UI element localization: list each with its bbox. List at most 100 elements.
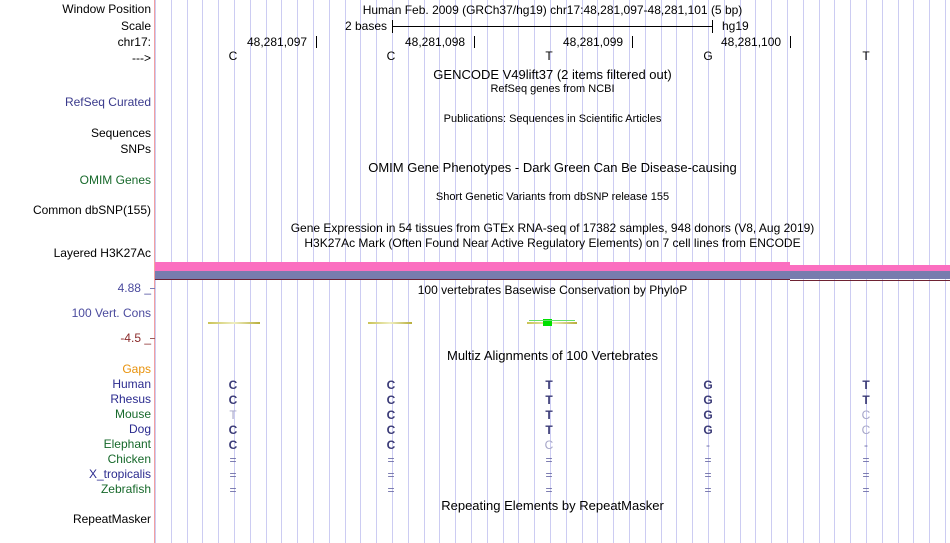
multiz-gap: = (545, 468, 553, 482)
scale-bar (392, 18, 714, 34)
h3k27ac-baseline (155, 279, 790, 280)
label-species-dog[interactable]: Dog (128, 422, 151, 436)
track-label-column: Window Position Scale chr17: ---> RefSeq… (0, 0, 154, 543)
multiz-base: C (544, 438, 554, 452)
multiz-gap: = (862, 468, 870, 482)
track-title-publications: Publications: Sequences in Scientific Ar… (443, 113, 662, 125)
multiz-base: C (386, 378, 396, 392)
multiz-base: G (703, 423, 713, 437)
multiz-base: C (386, 408, 396, 422)
multiz-gap: = (229, 453, 237, 467)
multiz-base: G (703, 408, 713, 422)
multiz-base: T (229, 408, 237, 422)
ruler-coordinate: 48,281,100 (721, 35, 782, 49)
label-conservation-max: 4.88 _ (117, 281, 151, 295)
ruler-tick (316, 36, 317, 48)
multiz-gap: = (704, 468, 712, 482)
track-title-refseq: RefSeq genes from NCBI (490, 83, 615, 95)
multiz-gap: = (545, 483, 553, 497)
multiz-base: C (386, 393, 396, 407)
label-strand-arrow: ---> (132, 51, 151, 65)
label-species-elephant[interactable]: Elephant (103, 437, 151, 451)
multiz-gap: = (229, 468, 237, 482)
h3k27ac-baseline (790, 280, 950, 281)
ruler-coordinate: 48,281,097 (247, 35, 308, 49)
track-title-gtex: Gene Expression in 54 tissues from GTEx … (290, 221, 815, 235)
multiz-base: C (386, 438, 396, 452)
multiz-gap: = (387, 483, 395, 497)
label-100-vert-cons[interactable]: 100 Vert. Cons (71, 306, 151, 320)
label-omim-genes[interactable]: OMIM Genes (79, 173, 151, 187)
label-common-dbsnp[interactable]: Common dbSNP(155) (32, 203, 151, 217)
multiz-base: G (703, 378, 713, 392)
track-title-repeatmasker: Repeating Elements by RepeatMasker (441, 498, 664, 513)
reference-base: T (545, 49, 553, 63)
ruler-coordinate: 48,281,099 (563, 35, 624, 49)
label-species-human[interactable]: Human (112, 377, 151, 391)
multiz-base: C (228, 378, 238, 392)
ruler-tick (632, 36, 633, 48)
window-position-text: Human Feb. 2009 (GRCh37/hg19) chr17:48,2… (362, 3, 743, 17)
multiz-gap: = (862, 483, 870, 497)
label-species-x-tropicalis[interactable]: X_tropicalis (88, 467, 151, 481)
multiz-deletion: - (864, 438, 868, 452)
label-species-mouse[interactable]: Mouse (114, 407, 151, 421)
track-title-gencode: GENCODE V49lift37 (2 items filtered out) (433, 67, 672, 82)
label-scale[interactable]: Scale (120, 19, 151, 33)
multiz-base: C (228, 438, 238, 452)
label-conservation-min: -4.5 _ (120, 331, 151, 345)
multiz-base: T (545, 408, 553, 422)
multiz-base: G (703, 393, 713, 407)
multiz-base: T (545, 423, 553, 437)
multiz-base: C (228, 393, 238, 407)
ruler-tick (474, 36, 475, 48)
track-title-omim: OMIM Gene Phenotypes - Dark Green Can Be… (368, 160, 737, 175)
reference-base: C (386, 49, 396, 63)
multiz-base: T (545, 393, 553, 407)
track-title-h3k27ac: H3K27Ac Mark (Often Found Near Active Re… (304, 236, 801, 250)
multiz-base: C (861, 423, 871, 437)
multiz-base: T (862, 393, 870, 407)
h3k27ac-pink-segment (155, 262, 790, 271)
label-sequences[interactable]: Sequences (90, 126, 151, 140)
label-window-position[interactable]: Window Position (62, 2, 151, 16)
sidebar-divider (154, 0, 155, 543)
multiz-gap: = (229, 483, 237, 497)
reference-base: T (862, 49, 870, 63)
scale-bar-label: 2 bases (345, 19, 388, 33)
ruler-coordinate: 48,281,098 (405, 35, 466, 49)
label-species-zebrafish[interactable]: Zebrafish (100, 482, 151, 496)
multiz-deletion: - (706, 438, 710, 452)
layered-h3k27ac-track[interactable] (155, 262, 950, 281)
label-chromosome[interactable]: chr17: (117, 35, 151, 49)
multiz-base: C (861, 408, 871, 422)
label-species-rhesus[interactable]: Rhesus (110, 392, 151, 406)
label-species-chicken[interactable]: Chicken (107, 452, 151, 466)
label-refseq-curated[interactable]: RefSeq Curated (64, 95, 151, 109)
track-title-phylop: 100 vertebrates Basewise Conservation by… (417, 283, 688, 297)
track-title-dbsnp: Short Genetic Variants from dbSNP releas… (435, 191, 670, 203)
multiz-gap: = (387, 453, 395, 467)
assembly-label: hg19 (722, 19, 749, 33)
ruler-tick (790, 36, 791, 48)
multiz-base: T (545, 378, 553, 392)
label-snps[interactable]: SNPs (120, 142, 151, 156)
h3k27ac-slate-segment (155, 271, 950, 279)
multiz-gap: = (862, 453, 870, 467)
multiz-gap: = (704, 453, 712, 467)
multiz-gap: = (545, 453, 553, 467)
track-title-multiz: Multiz Alignments of 100 Vertebrates (446, 348, 658, 363)
label-layered-h3k27ac[interactable]: Layered H3K27Ac (53, 246, 151, 260)
reference-base: C (228, 49, 238, 63)
h3k27ac-pink-segment (790, 265, 950, 271)
multiz-base: T (862, 378, 870, 392)
multiz-base: C (386, 423, 396, 437)
multiz-base: C (228, 423, 238, 437)
multiz-gap: = (387, 468, 395, 482)
label-repeatmasker[interactable]: RepeatMasker (72, 512, 151, 526)
reference-base: G (703, 49, 713, 63)
multiz-gap: = (704, 483, 712, 497)
label-gaps[interactable]: Gaps (122, 362, 151, 376)
